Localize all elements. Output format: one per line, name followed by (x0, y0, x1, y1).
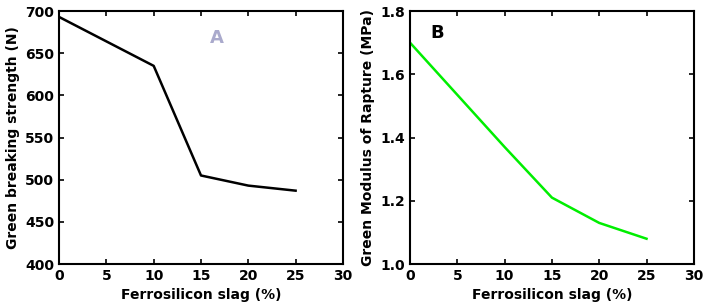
Text: B: B (430, 24, 444, 42)
X-axis label: Ferrosilicon slag (%): Ferrosilicon slag (%) (471, 289, 632, 302)
X-axis label: Ferrosilicon slag (%): Ferrosilicon slag (%) (121, 289, 281, 302)
Y-axis label: Green Modulus of Rapture (MPa): Green Modulus of Rapture (MPa) (361, 9, 375, 266)
Y-axis label: Green breaking strength (N): Green breaking strength (N) (6, 26, 20, 249)
Text: A: A (210, 29, 223, 47)
